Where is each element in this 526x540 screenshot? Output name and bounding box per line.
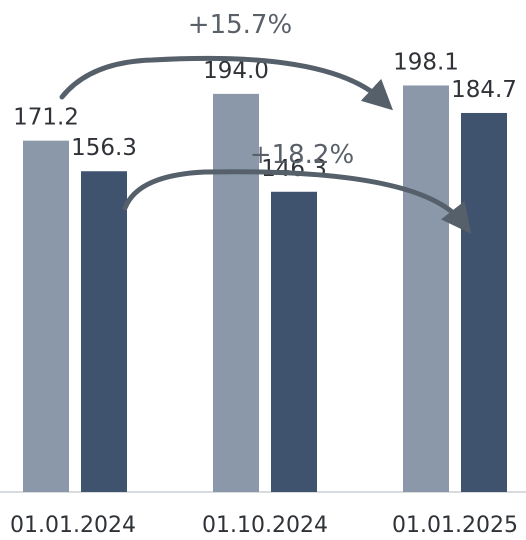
bar-series-1-01-01-2024 [23,140,69,492]
data-label-series-1-01-01-2024: 171.2 [13,105,79,131]
bar-series-2-01-01-2024 [81,171,127,492]
growth-label-2: +18.2% [250,140,354,170]
x-tick-label-01-01-2024: 01.01.2024 [10,513,136,538]
data-label-series-2-01-01-2025: 184.7 [451,77,517,103]
growth-arrow-1 [59,55,394,111]
data-label-series-2-01-10-2024: 146.3 [261,156,327,182]
bar-series-2-01-01-2025 [461,112,507,493]
growth-label-1: +15.7% [188,10,292,40]
growth-arrow-2 [122,169,472,234]
bar-series-2-01-10-2024 [271,191,317,492]
bar-series-1-01-10-2024 [213,93,259,492]
x-tick-label-01-10-2024: 01.10.2024 [202,513,328,538]
x-tick-label-01-01-2025: 01.01.2025 [392,513,518,538]
data-label-series-1-01-01-2025: 198.1 [393,49,459,75]
bar-series-1-01-01-2025 [403,85,449,492]
data-label-series-2-01-01-2024: 156.3 [71,135,137,161]
